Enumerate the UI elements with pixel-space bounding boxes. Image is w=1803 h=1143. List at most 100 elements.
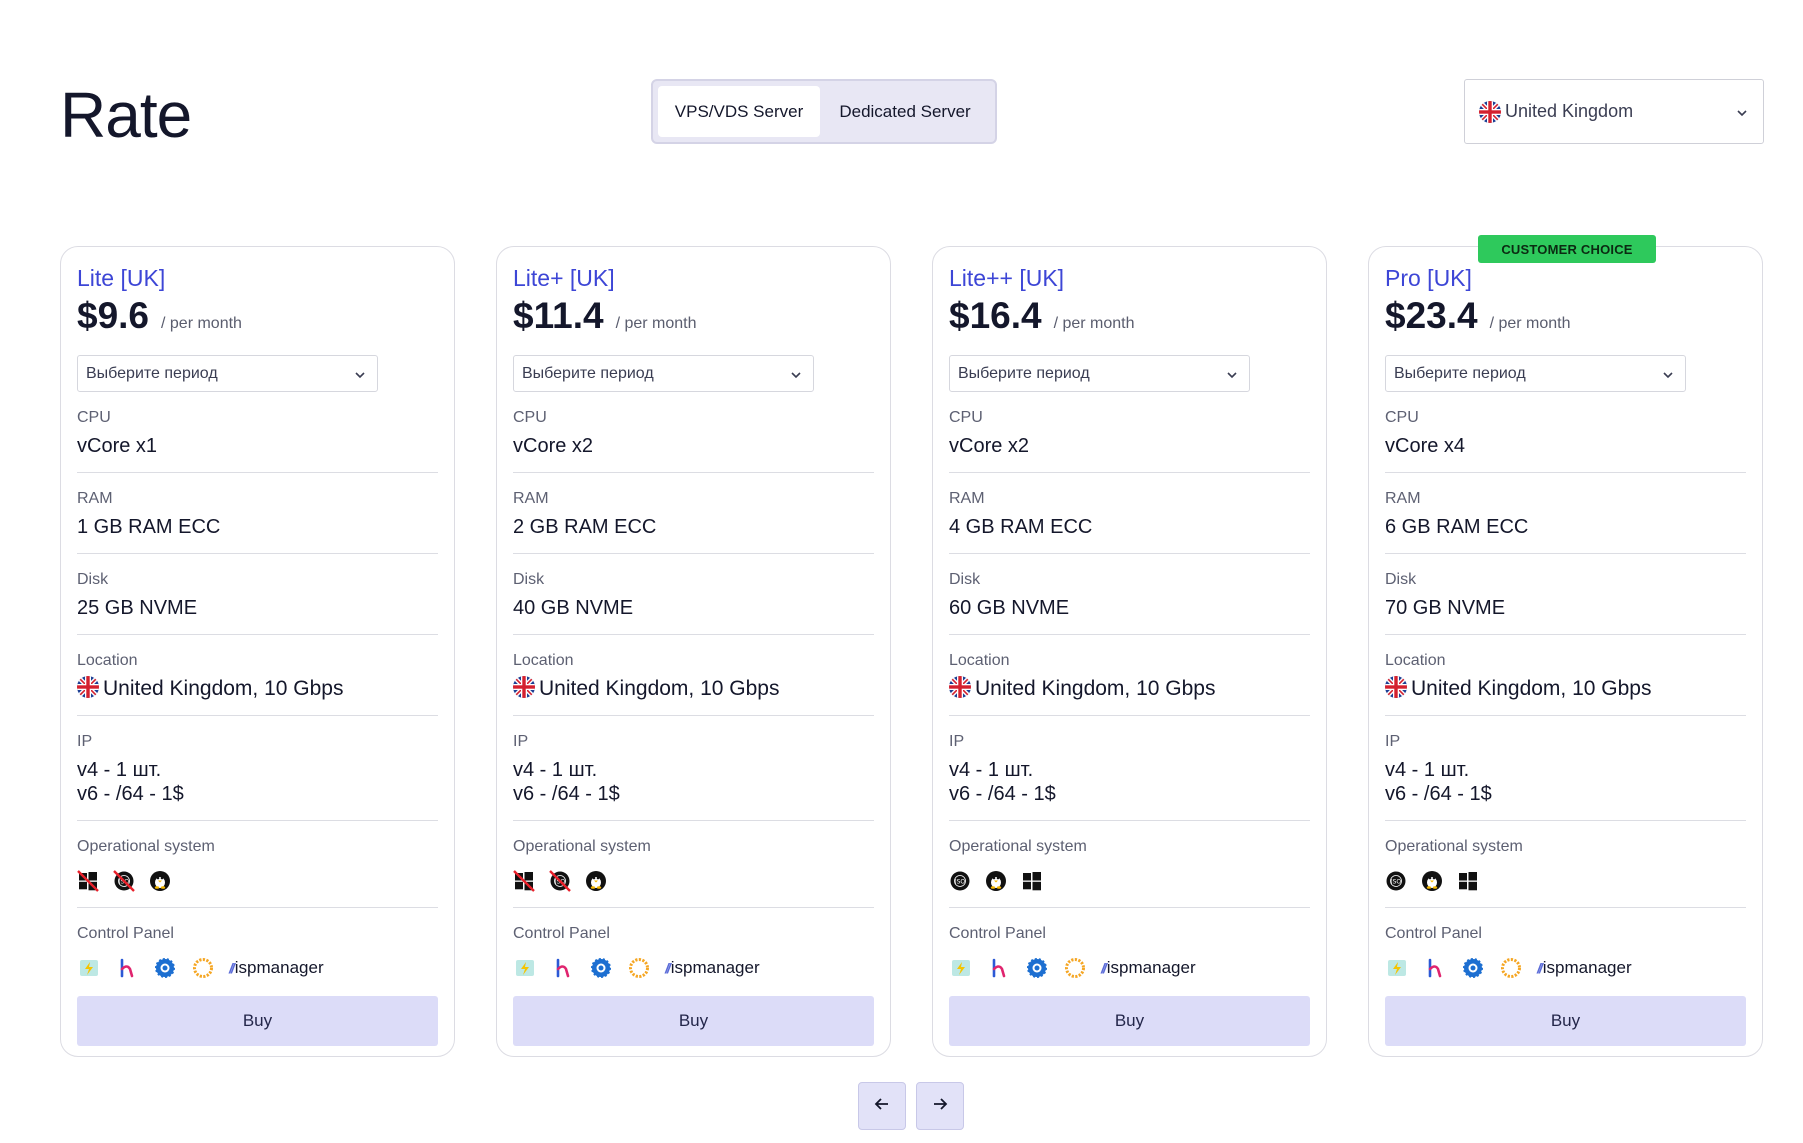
- price-period: / per month: [161, 315, 242, 332]
- prev-page-button[interactable]: [858, 1082, 906, 1130]
- chevron-down-icon: [1735, 104, 1749, 125]
- fastpanel-icon: [513, 956, 537, 980]
- spec-ip: IP v4 - 1 шт. v6 - /64 - 1$: [949, 716, 1310, 821]
- price-row: $11.4 / per month: [513, 295, 874, 339]
- ispmanager-icon: //: [229, 960, 235, 976]
- spec-label: Control Panel: [77, 925, 174, 942]
- spec-label: CPU: [77, 409, 111, 426]
- spec-disk: Disk 25 GB NVME: [77, 554, 438, 635]
- spec-value: 4 GB RAM ECC: [949, 516, 1093, 538]
- spec-label: Operational system: [949, 838, 1087, 855]
- spec-value: 60 GB NVME: [949, 597, 1070, 619]
- cyberpanel-icon: [1063, 956, 1087, 980]
- buy-button[interactable]: Buy: [1385, 996, 1746, 1046]
- linux-icon: [149, 870, 171, 892]
- chevron-down-icon: [1225, 368, 1239, 387]
- price-row: $23.4 / per month: [1385, 295, 1746, 339]
- spec-label: RAM: [949, 490, 985, 507]
- ispmanager-logo: //ispmanager: [229, 958, 324, 978]
- period-select-placeholder: Выберите период: [958, 364, 1090, 382]
- plan-card: Lite+ [UK] $11.4 / per month Выберите пе…: [496, 246, 891, 1057]
- spec-label: Location: [513, 652, 574, 669]
- period-select-placeholder: Выберите период: [1394, 364, 1526, 382]
- plan-name: Lite [UK]: [77, 265, 166, 291]
- buy-button[interactable]: Buy: [513, 996, 874, 1046]
- spec-label: IP: [1385, 733, 1401, 750]
- chevron-down-icon: [789, 368, 803, 387]
- spec-os: Operational system ISO: [77, 821, 438, 908]
- spec-ip: IP v4 - 1 шт. v6 - /64 - 1$: [77, 716, 438, 821]
- buy-button[interactable]: Buy: [77, 996, 438, 1046]
- period-select[interactable]: Выберите период: [77, 355, 378, 392]
- iso-disabled-icon: ISO: [549, 870, 571, 892]
- tab-dedicated-server[interactable]: Dedicated Server: [839, 101, 971, 121]
- next-page-button[interactable]: [916, 1082, 964, 1130]
- fastpanel-icon: [949, 956, 973, 980]
- spec-disk: Disk 40 GB NVME: [513, 554, 874, 635]
- spec-label: RAM: [1385, 490, 1421, 507]
- price-period: / per month: [1053, 315, 1135, 332]
- spec-value: United Kingdom, 10 Gbps: [77, 676, 438, 701]
- spec-disk: Disk 70 GB NVME: [1385, 554, 1746, 635]
- spec-location: Location United Kingdom, 10 Gbps: [77, 635, 438, 716]
- period-select[interactable]: Выберите период: [949, 355, 1250, 392]
- spec-label: IP: [949, 733, 965, 750]
- spec-label: IP: [513, 733, 529, 750]
- spec-label: Operational system: [513, 838, 651, 855]
- windows-disabled-icon: [77, 870, 99, 892]
- plan-price: $11.4: [513, 295, 604, 336]
- spec-label: Disk: [513, 571, 545, 588]
- spec-label: Location: [77, 652, 138, 669]
- spec-control-panel: Control Panel //ispmanager: [513, 908, 874, 980]
- plan-name: Lite+ [UK]: [513, 265, 615, 291]
- plan-card: CUSTOMER CHOICE Pro [UK] $23.4 / per mon…: [1368, 235, 1763, 1057]
- ispmanager-label: ispmanager: [1106, 958, 1196, 977]
- customer-choice-badge: CUSTOMER CHOICE: [1478, 235, 1656, 263]
- ispmanager-logo: //ispmanager: [1101, 958, 1196, 978]
- spec-label: CPU: [1385, 409, 1419, 426]
- plan-card: Lite [UK] $9.6 / per month Выберите пери…: [60, 246, 455, 1057]
- iso-icon: ISO: [949, 870, 971, 892]
- uk-flag-icon: [949, 676, 971, 699]
- country-select[interactable]: United Kingdom: [1464, 79, 1764, 144]
- uk-flag-icon: [513, 676, 535, 699]
- spec-control-panel: Control Panel //ispmanager: [949, 908, 1310, 980]
- location-text: United Kingdom, 10 Gbps: [539, 677, 780, 700]
- period-select-placeholder: Выберите период: [522, 364, 654, 382]
- ispmanager-icon: //: [1101, 960, 1107, 976]
- ispmanager-icon: //: [665, 960, 671, 976]
- linux-icon: [1421, 870, 1443, 892]
- spec-label: Disk: [1385, 571, 1417, 588]
- ip-v4: v4 - 1 шт.: [949, 759, 1034, 781]
- spec-value: 1 GB RAM ECC: [77, 516, 221, 538]
- svg-text:ISO: ISO: [1391, 879, 1402, 886]
- country-select-value: United Kingdom: [1505, 101, 1634, 121]
- spec-os: Operational system ISO: [949, 821, 1310, 908]
- spec-ip: IP v4 - 1 шт. v6 - /64 - 1$: [513, 716, 874, 821]
- spec-value: 2 GB RAM ECC: [513, 516, 657, 538]
- spec-value: vCore x2: [513, 435, 594, 457]
- spec-label: CPU: [949, 409, 983, 426]
- control-panel-icons: //ispmanager: [513, 956, 874, 980]
- price-period: / per month: [1489, 315, 1571, 332]
- plan-card: Lite++ [UK] $16.4 / per month Выберите п…: [932, 246, 1327, 1057]
- period-select-placeholder: Выберите период: [86, 364, 218, 382]
- buy-button[interactable]: Buy: [949, 996, 1310, 1046]
- spec-label: Operational system: [1385, 838, 1523, 855]
- spec-value: vCore x2: [949, 435, 1030, 457]
- period-select[interactable]: Выберите период: [513, 355, 814, 392]
- ip-v4: v4 - 1 шт.: [1385, 759, 1470, 781]
- os-icons: ISO: [1385, 869, 1746, 893]
- period-select[interactable]: Выберите период: [1385, 355, 1686, 392]
- control-panel-icons: //ispmanager: [1385, 956, 1746, 980]
- tab-vps-vds-server[interactable]: VPS/VDS Server: [658, 86, 821, 137]
- plan-name: Lite++ [UK]: [949, 265, 1065, 291]
- uk-flag-icon: [77, 676, 99, 699]
- linux-icon: [985, 870, 1007, 892]
- location-text: United Kingdom, 10 Gbps: [103, 677, 344, 700]
- uk-flag-icon: [1385, 676, 1407, 699]
- plan-cards: Lite [UK] $9.6 / per month Выберите пери…: [60, 235, 1765, 1057]
- spec-label: Control Panel: [1385, 925, 1482, 942]
- spec-label: Control Panel: [513, 925, 610, 942]
- spec-cpu: CPU vCore x4: [1385, 392, 1746, 473]
